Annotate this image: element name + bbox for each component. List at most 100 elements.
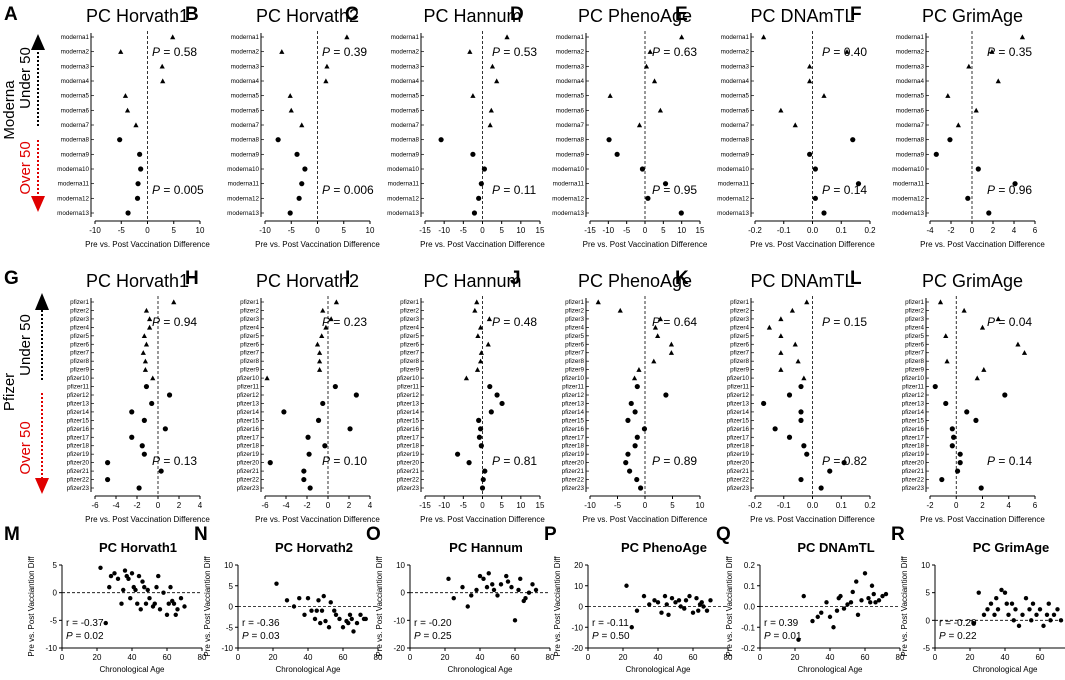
x-tick-label: 2 bbox=[991, 226, 996, 235]
category-label: pfizer21 bbox=[902, 468, 925, 475]
y-tick-label: 10 bbox=[574, 582, 583, 591]
data-point bbox=[138, 607, 143, 612]
data-point-circle bbox=[632, 409, 638, 415]
data-point bbox=[1029, 618, 1034, 623]
category-label: moderna13 bbox=[227, 210, 259, 217]
panel-E: E PC DNAmTL -0.2 -0.1 0.0 0.1 0.2 Pre vs. Post … bbox=[675, 4, 876, 249]
category-label: pfizer10 bbox=[562, 375, 585, 382]
data-point-circle bbox=[949, 426, 955, 432]
data-point bbox=[530, 582, 535, 587]
category-label: pfizer21 bbox=[397, 468, 420, 475]
category-label: pfizer8 bbox=[730, 358, 749, 365]
data-point bbox=[815, 614, 820, 620]
data-point-triangle bbox=[288, 107, 294, 113]
y-tick-label: 5 bbox=[926, 589, 931, 598]
x-tick-label: 20 bbox=[791, 653, 800, 662]
data-point-circle bbox=[798, 409, 804, 415]
panel-O: O PC Hannum 0 20 40 60 80 -20 -10 0 10 Chronologica… bbox=[366, 524, 555, 674]
category-label: moderna2 bbox=[61, 49, 90, 56]
data-point bbox=[121, 587, 126, 593]
data-point-circle bbox=[476, 417, 482, 423]
category-label: moderna11 bbox=[58, 181, 90, 188]
category-label: moderna3 bbox=[721, 63, 750, 70]
data-point bbox=[694, 596, 699, 601]
data-point-circle bbox=[320, 400, 326, 407]
category-label: moderna1 bbox=[391, 34, 420, 41]
data-point-circle bbox=[804, 451, 810, 457]
data-point-circle bbox=[476, 195, 482, 201]
category-label: moderna1 bbox=[896, 34, 925, 41]
data-point bbox=[126, 576, 131, 582]
p-value-over: P = 0.11 bbox=[492, 183, 536, 197]
p-value-under: P = 0.58 bbox=[152, 45, 197, 59]
data-point-circle bbox=[772, 426, 778, 432]
y-tick-label: 10 bbox=[224, 561, 233, 570]
category-label: pfizer22 bbox=[902, 477, 925, 484]
p-value-over: P = 0.006 bbox=[322, 183, 374, 197]
category-label: pfizer6 bbox=[400, 341, 419, 348]
data-point-circle bbox=[663, 392, 669, 398]
y-tick-label: -10 bbox=[393, 616, 405, 625]
data-point-triangle bbox=[966, 63, 972, 69]
data-point-circle bbox=[158, 468, 164, 474]
category-label: pfizer18 bbox=[397, 443, 420, 450]
y-tick-label: -5 bbox=[923, 644, 931, 653]
category-label: pfizer5 bbox=[565, 333, 584, 340]
category-label: moderna2 bbox=[231, 49, 260, 56]
category-label: pfizer13 bbox=[902, 400, 925, 407]
category-label: moderna5 bbox=[231, 93, 260, 100]
y-tick-label: 0 bbox=[579, 603, 584, 612]
panel-title: PC GrimAge bbox=[922, 271, 1023, 291]
category-label: pfizer5 bbox=[400, 333, 419, 340]
category-label: moderna9 bbox=[896, 151, 925, 158]
panel-letter: Q bbox=[716, 524, 731, 545]
data-point bbox=[166, 601, 171, 606]
panel-title: PC Hannum bbox=[423, 6, 521, 26]
data-point bbox=[699, 600, 704, 605]
p-value-under: P = 0.15 bbox=[822, 315, 867, 329]
x-tick-label: 20 bbox=[966, 653, 975, 662]
data-point bbox=[178, 596, 184, 601]
data-point bbox=[624, 583, 629, 588]
p-value-over: P = 0.13 bbox=[152, 454, 197, 468]
data-point-circle bbox=[957, 460, 963, 466]
p-value-under: P = 0.63 bbox=[652, 45, 697, 59]
data-point bbox=[876, 598, 882, 603]
data-point-circle bbox=[939, 476, 945, 483]
panel-title: PC Horvath1 bbox=[86, 6, 189, 26]
data-point-triangle bbox=[792, 122, 798, 128]
data-point bbox=[1020, 612, 1025, 617]
panel-title: PC PhenoAge bbox=[578, 6, 692, 26]
x-tick-label: -0.1 bbox=[777, 501, 791, 510]
p-value-over: P = 0.95 bbox=[652, 183, 697, 197]
x-tick-label: 40 bbox=[476, 653, 485, 662]
data-point-circle bbox=[480, 476, 486, 483]
data-point-circle bbox=[479, 485, 486, 491]
data-point-circle bbox=[482, 468, 488, 474]
category-label: moderna9 bbox=[556, 151, 585, 158]
panel-title: PC GrimAge bbox=[922, 6, 1023, 26]
data-point bbox=[831, 625, 836, 630]
category-label: pfizer17 bbox=[902, 434, 925, 441]
panel-letter: O bbox=[366, 524, 381, 545]
data-point bbox=[302, 612, 307, 617]
data-point-circle bbox=[299, 181, 305, 187]
data-point bbox=[333, 612, 339, 617]
x-tick-label: 4 bbox=[1007, 501, 1012, 510]
x-tick-label: 5 bbox=[342, 226, 347, 235]
category-label: moderna11 bbox=[388, 181, 420, 188]
data-point-circle bbox=[135, 181, 141, 187]
data-point-circle bbox=[645, 195, 651, 201]
category-label: pfizer15 bbox=[237, 417, 260, 424]
data-point-circle bbox=[943, 400, 949, 407]
category-label: pfizer3 bbox=[905, 316, 924, 323]
data-point bbox=[647, 602, 652, 607]
data-point bbox=[173, 612, 178, 617]
data-point bbox=[801, 593, 806, 599]
category-label: pfizer2 bbox=[70, 307, 89, 314]
category-label: moderna13 bbox=[552, 210, 584, 217]
category-label: pfizer22 bbox=[397, 477, 420, 484]
data-point bbox=[704, 608, 710, 613]
x-axis-label: Pre vs. Post Vaccination Difference bbox=[750, 515, 875, 524]
